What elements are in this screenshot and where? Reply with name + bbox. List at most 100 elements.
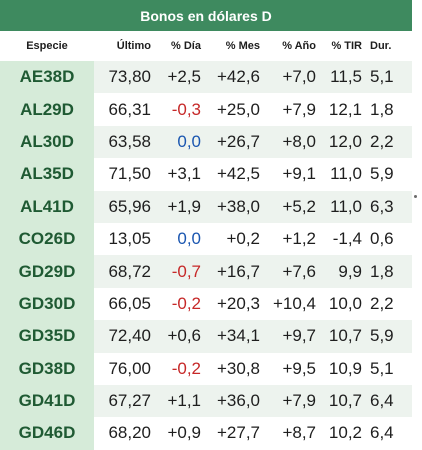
cell-mes: +20,3 bbox=[204, 287, 263, 321]
cell-tir: 10,2 bbox=[319, 417, 365, 450]
cell-dur: 6,4 bbox=[365, 417, 412, 450]
cell-anio: +10,4 bbox=[263, 287, 319, 321]
col-especie: Especie bbox=[26, 40, 68, 52]
cell-tir: 11,0 bbox=[319, 158, 365, 191]
cell-mes: +42,5 bbox=[204, 158, 263, 191]
cell-especie: GD41D bbox=[0, 384, 94, 418]
cell-ultimo: 66,05 bbox=[94, 287, 154, 321]
cell-ultimo: 76,00 bbox=[94, 352, 154, 385]
col-dur: Dur. bbox=[370, 40, 392, 52]
cell-dia: -0,7 bbox=[154, 255, 204, 288]
cell-dur: 1,8 bbox=[365, 93, 412, 126]
cell-dia: +1,1 bbox=[154, 384, 204, 418]
cell-mes: +16,7 bbox=[204, 255, 263, 288]
cell-anio: +7,6 bbox=[263, 255, 319, 288]
cell-dia: +0,9 bbox=[154, 417, 204, 450]
cell-tir: 11,5 bbox=[319, 61, 365, 94]
cell-especie: GD35D bbox=[0, 320, 94, 353]
cell-dia: 0,0 bbox=[154, 125, 204, 159]
cell-mes: +25,0 bbox=[204, 93, 263, 126]
cell-dur: 5,1 bbox=[365, 352, 412, 385]
table-row: CO26D 13,05 0,0 +0,2 +1,2 -1,4 0,6 bbox=[0, 222, 412, 256]
bonds-table: Especie Último % Día % Mes % Año % TIR D… bbox=[0, 31, 412, 450]
cell-dia: -0,2 bbox=[154, 352, 204, 385]
table-row: GD38D 76,00 -0,2 +30,8 +9,5 10,9 5,1 bbox=[0, 352, 412, 385]
edge-dot bbox=[414, 195, 417, 198]
cell-dur: 1,8 bbox=[365, 255, 412, 288]
cell-dur: 2,2 bbox=[365, 125, 412, 159]
col-mes: % Mes bbox=[225, 40, 260, 52]
table-row: GD30D 66,05 -0,2 +20,3 +10,4 10,0 2,2 bbox=[0, 287, 412, 321]
cell-especie: GD29D bbox=[0, 255, 94, 288]
cell-anio: +7,0 bbox=[263, 61, 319, 94]
cell-dia: +3,1 bbox=[154, 158, 204, 191]
cell-anio: +7,9 bbox=[263, 384, 319, 418]
cell-dia: 0,0 bbox=[154, 222, 204, 256]
cell-mes: +0,2 bbox=[204, 222, 263, 256]
cell-dur: 0,6 bbox=[365, 222, 412, 256]
col-tir: % TIR bbox=[331, 40, 362, 52]
col-anio: % Año bbox=[282, 40, 316, 52]
cell-mes: +42,6 bbox=[204, 61, 263, 94]
cell-especie: GD30D bbox=[0, 287, 94, 321]
cell-ultimo: 72,40 bbox=[94, 320, 154, 353]
cell-dia: -0,2 bbox=[154, 287, 204, 321]
cell-dur: 5,9 bbox=[365, 158, 412, 191]
table-row: AL29D 66,31 -0,3 +25,0 +7,9 12,1 1,8 bbox=[0, 93, 412, 126]
cell-dur: 6,3 bbox=[365, 190, 412, 223]
table-row: AL41D 65,96 +1,9 +38,0 +5,2 11,0 6,3 bbox=[0, 190, 412, 223]
cell-ultimo: 65,96 bbox=[94, 190, 154, 223]
cell-especie: GD38D bbox=[0, 352, 94, 385]
cell-ultimo: 67,27 bbox=[94, 384, 154, 418]
cell-mes: +36,0 bbox=[204, 384, 263, 418]
col-ultimo: Último bbox=[116, 40, 151, 52]
cell-tir: 10,0 bbox=[319, 287, 365, 321]
cell-tir: 10,7 bbox=[319, 384, 365, 418]
table-row: GD29D 68,72 -0,7 +16,7 +7,6 9,9 1,8 bbox=[0, 255, 412, 288]
cell-especie: CO26D bbox=[0, 222, 94, 256]
cell-dur: 5,1 bbox=[365, 61, 412, 94]
cell-dia: -0,3 bbox=[154, 93, 204, 126]
cell-ultimo: 66,31 bbox=[94, 93, 154, 126]
col-dia: % Día bbox=[171, 40, 201, 52]
cell-anio: +7,9 bbox=[263, 93, 319, 126]
cell-mes: +30,8 bbox=[204, 352, 263, 385]
cell-dur: 6,4 bbox=[365, 384, 412, 418]
cell-tir: 10,7 bbox=[319, 320, 365, 353]
table-title: Bonos en dólares D bbox=[0, 0, 412, 31]
cell-ultimo: 13,05 bbox=[94, 222, 154, 256]
cell-especie: AL35D bbox=[0, 158, 94, 191]
cell-tir: 10,9 bbox=[319, 352, 365, 385]
cell-mes: +26,7 bbox=[204, 125, 263, 159]
cell-tir: 12,0 bbox=[319, 125, 365, 159]
cell-mes: +38,0 bbox=[204, 190, 263, 223]
cell-ultimo: 68,20 bbox=[94, 417, 154, 450]
cell-tir: 11,0 bbox=[319, 190, 365, 223]
table-row: AL35D 71,50 +3,1 +42,5 +9,1 11,0 5,9 bbox=[0, 158, 412, 191]
cell-dia: +0,6 bbox=[154, 320, 204, 353]
cell-especie: GD46D bbox=[0, 417, 94, 450]
cell-anio: +1,2 bbox=[263, 222, 319, 256]
cell-anio: +9,7 bbox=[263, 320, 319, 353]
cell-especie: AL29D bbox=[0, 93, 94, 126]
cell-dur: 2,2 bbox=[365, 287, 412, 321]
cell-dur: 5,9 bbox=[365, 320, 412, 353]
cell-dia: +1,9 bbox=[154, 190, 204, 223]
cell-ultimo: 63,58 bbox=[94, 125, 154, 159]
header-row: Especie Último % Día % Mes % Año % TIR D… bbox=[0, 31, 412, 61]
cell-ultimo: 73,80 bbox=[94, 61, 154, 94]
cell-anio: +5,2 bbox=[263, 190, 319, 223]
cell-mes: +27,7 bbox=[204, 417, 263, 450]
table-row: AL30D 63,58 0,0 +26,7 +8,0 12,0 2,2 bbox=[0, 125, 412, 159]
cell-tir: 12,1 bbox=[319, 93, 365, 126]
cell-anio: +9,1 bbox=[263, 158, 319, 191]
cell-dia: +2,5 bbox=[154, 61, 204, 94]
cell-especie: AL41D bbox=[0, 190, 94, 223]
cell-especie: AE38D bbox=[0, 61, 94, 94]
cell-especie: AL30D bbox=[0, 125, 94, 159]
cell-anio: +8,0 bbox=[263, 125, 319, 159]
cell-ultimo: 71,50 bbox=[94, 158, 154, 191]
cell-anio: +8,7 bbox=[263, 417, 319, 450]
table-row: GD35D 72,40 +0,6 +34,1 +9,7 10,7 5,9 bbox=[0, 320, 412, 353]
